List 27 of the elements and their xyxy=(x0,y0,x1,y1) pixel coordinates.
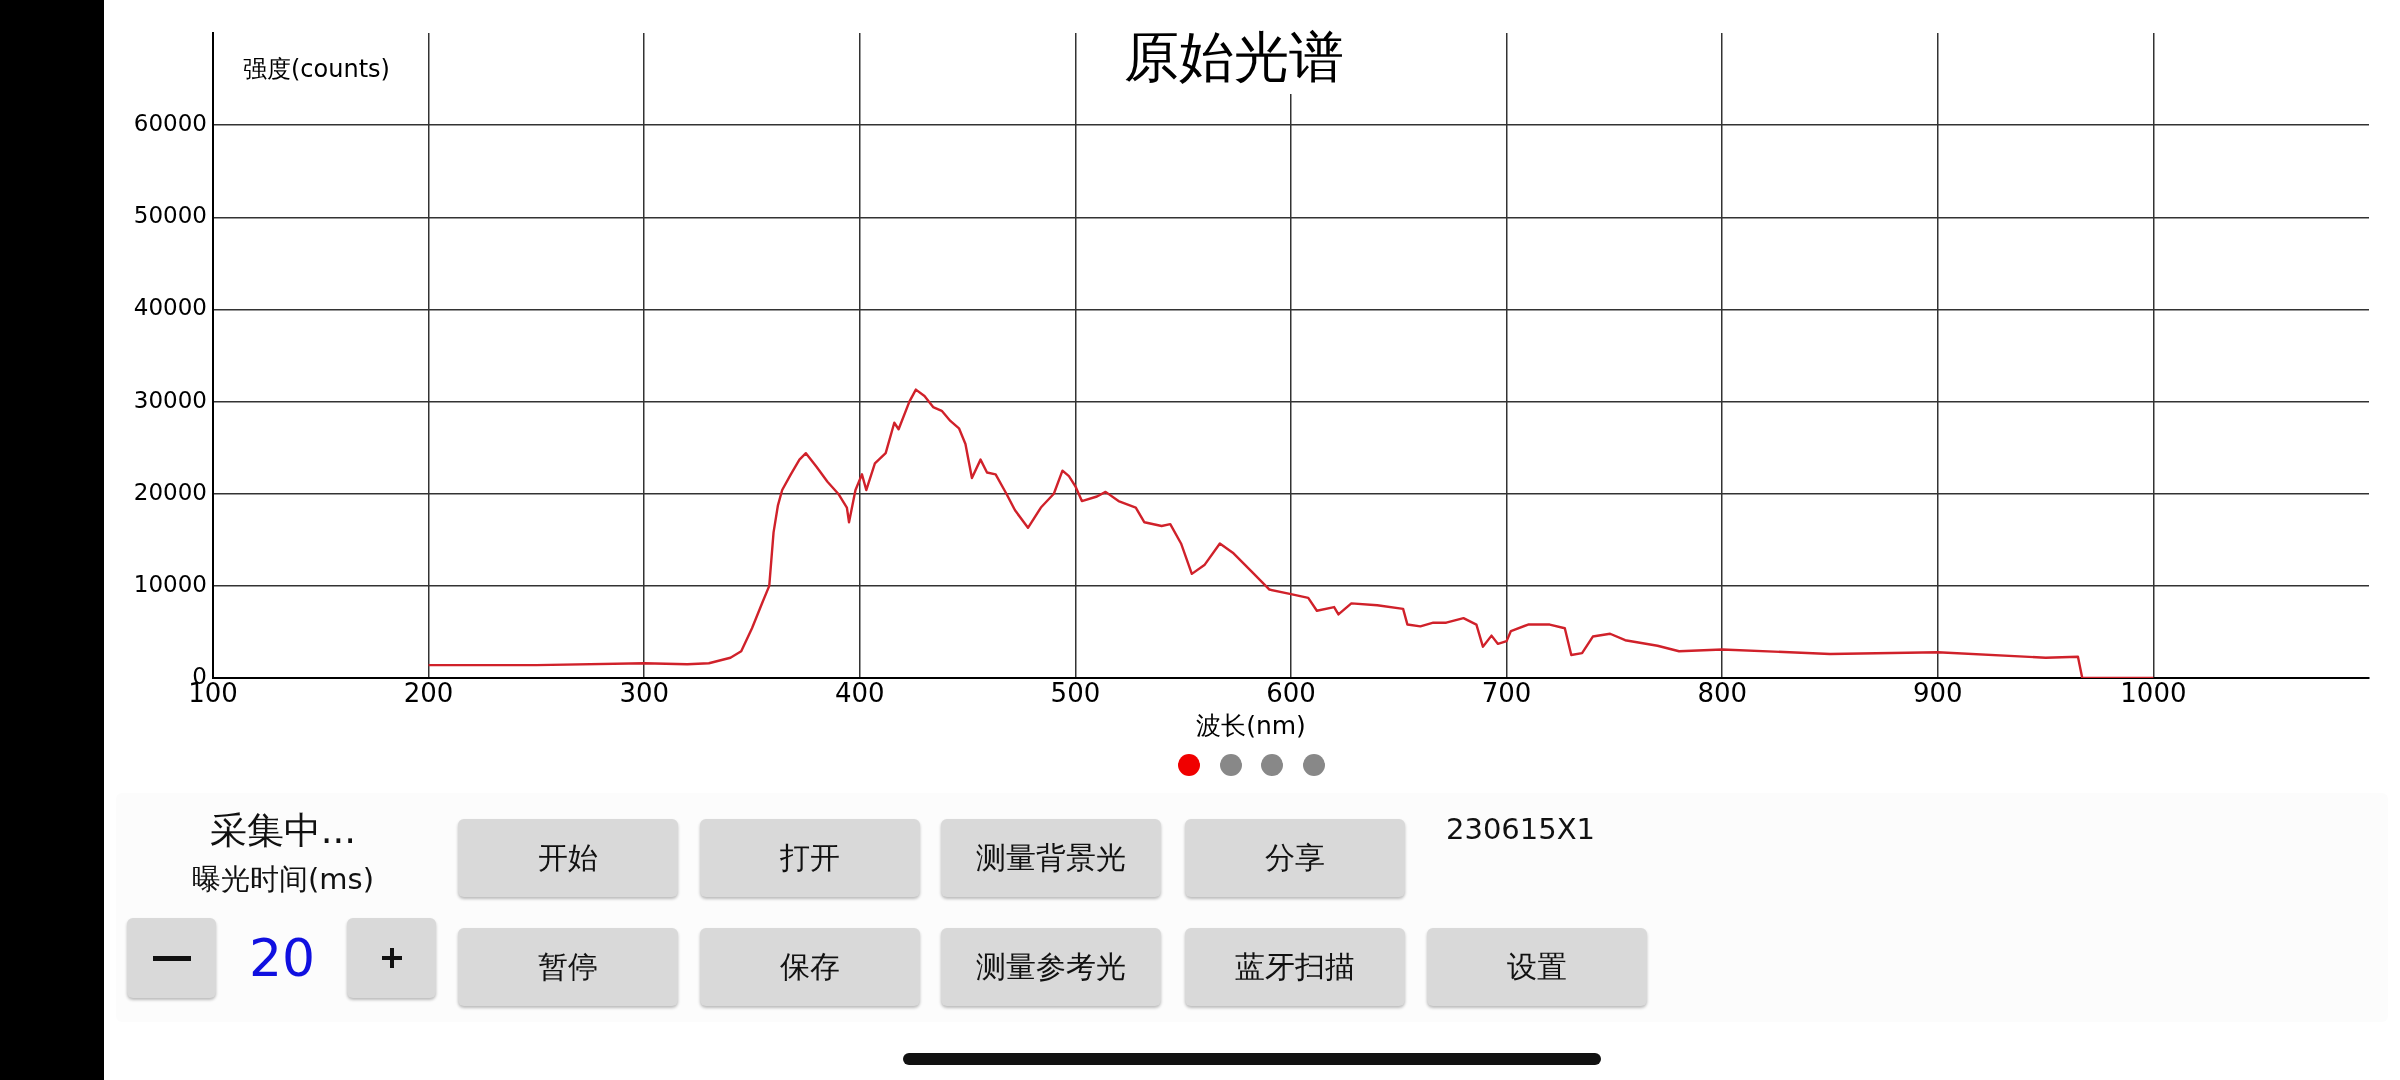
button: 保存 xyxy=(700,928,920,1006)
button: 测量背景光 xyxy=(941,819,1161,897)
x-axis-title: 波长(nm) xyxy=(1196,710,1306,740)
y-tick-label: 10000 xyxy=(133,570,207,597)
button: 设置 xyxy=(1427,928,1647,1006)
y-tick-label: 40000 xyxy=(133,294,207,321)
x-tick-label: 600 xyxy=(1266,678,1316,709)
y-tick-label: 30000 xyxy=(133,386,207,413)
button: 测量参考光 xyxy=(941,928,1161,1006)
button: 打开 xyxy=(700,819,920,897)
x-tick-label: 800 xyxy=(1697,678,1748,709)
button: 开始 xyxy=(458,819,678,897)
x-tick-label: 200 xyxy=(403,678,454,709)
y-axis-title: 强度(counts) xyxy=(243,55,390,84)
button: 暂停 xyxy=(458,928,678,1006)
y-tick-label: 20000 xyxy=(133,478,207,505)
chart-title: 原始光谱 xyxy=(1124,25,1344,90)
x-tick-label: 300 xyxy=(619,678,670,709)
x-tick-label: 900 xyxy=(1912,678,1963,709)
x-tick-label: 400 xyxy=(834,678,885,709)
button: 蓝牙扫描 xyxy=(1185,928,1405,1006)
y-tick-label: 60000 xyxy=(133,110,207,137)
x-tick-label: 700 xyxy=(1481,678,1532,709)
button: 分享 xyxy=(1185,819,1405,897)
x-tick-label: 1000 xyxy=(2120,678,2187,709)
y-tick-label: 50000 xyxy=(133,202,207,229)
x-tick-label: 500 xyxy=(1050,678,1101,709)
